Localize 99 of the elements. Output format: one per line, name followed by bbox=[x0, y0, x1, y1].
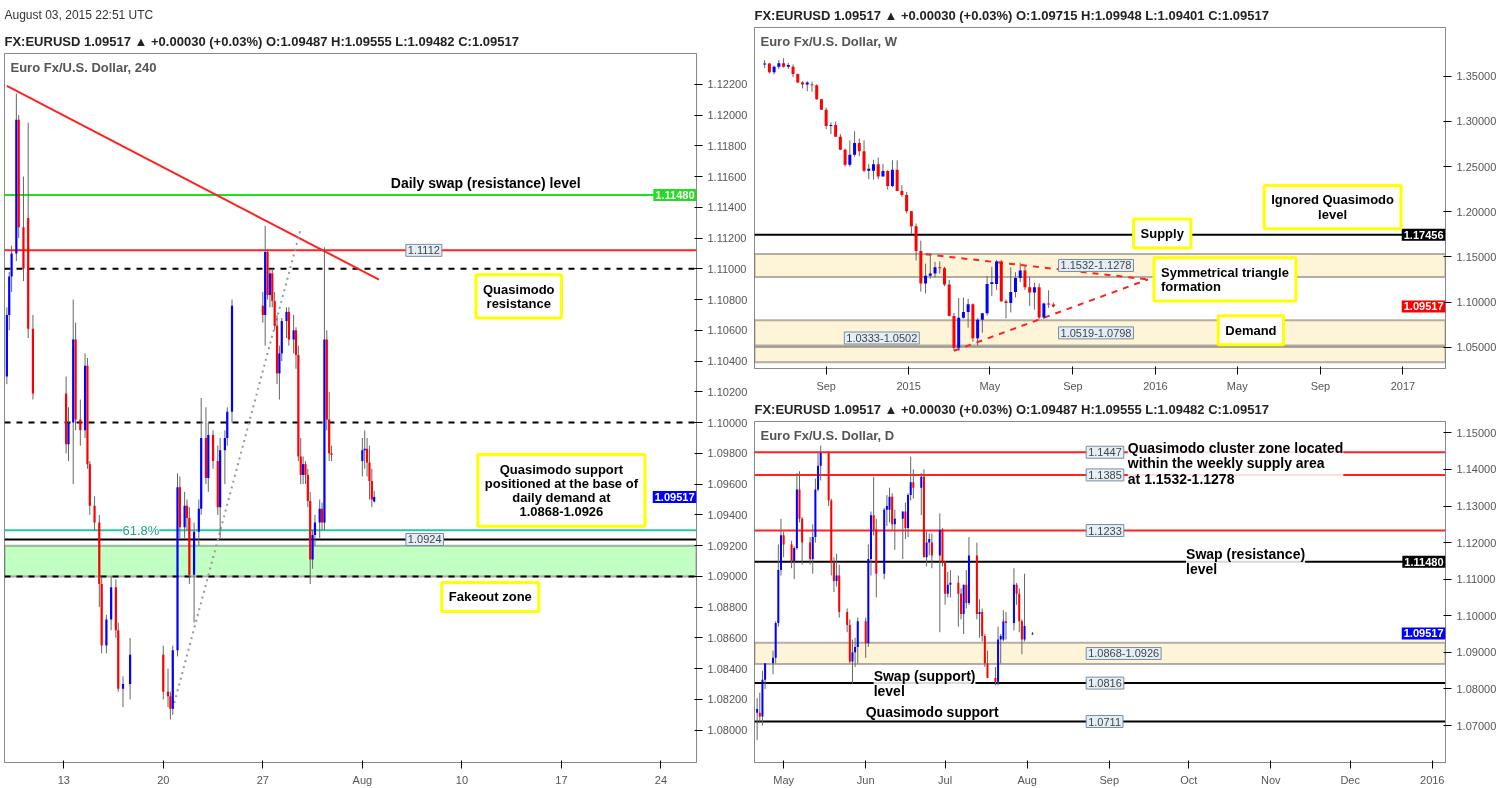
x-tick-label: Jun bbox=[856, 773, 875, 786]
x-tick-label: Sep bbox=[1099, 773, 1120, 786]
x-tick-label: 2015 bbox=[896, 379, 921, 392]
y-tick-label: 1.09000 bbox=[707, 570, 748, 583]
y-tick-label: 1.10200 bbox=[707, 385, 748, 398]
annotation: 61.8% bbox=[122, 522, 160, 538]
x-tick-label: Jul bbox=[938, 773, 953, 786]
y-tick-label: 1.08200 bbox=[707, 693, 748, 706]
chart-subtitle: FX:EURUSD 1.09517 ▲ +0.00030 (+0.03%) O:1.09487 H:1.09555 L:1.09482 C:1.09517 bbox=[754, 401, 1269, 417]
annotation: 1.09517 bbox=[654, 490, 695, 503]
x-tick-label: Sep bbox=[1310, 379, 1331, 392]
y-tick-label: 1.11800 bbox=[707, 139, 747, 152]
y-tick-label: 1.11600 bbox=[707, 170, 747, 183]
ref-line-label: 1.11480 bbox=[655, 188, 695, 201]
x-tick-label: 20 bbox=[157, 773, 170, 786]
y-tick-label: 1.12000 bbox=[707, 109, 748, 122]
y-tick-label: 1.09200 bbox=[707, 539, 748, 552]
y-tick-label: 1.05000 bbox=[1456, 341, 1497, 354]
x-tick-label: 10 bbox=[455, 773, 469, 786]
x-tick-label: Nov bbox=[1260, 773, 1282, 786]
y-tick-label: 1.15000 bbox=[1456, 426, 1497, 439]
annotation: Quasimodo support bbox=[865, 703, 1000, 720]
y-tick-label: 1.08600 bbox=[707, 631, 748, 644]
y-tick-label: 1.35000 bbox=[1456, 70, 1497, 83]
y-tick-label: 1.09000 bbox=[1456, 646, 1497, 659]
annotation: Quasimodo resistance bbox=[483, 281, 555, 312]
text: Euro Fx/U.S. Dollar, 240 bbox=[10, 59, 157, 75]
ref-line-label: 1.1447 bbox=[1088, 446, 1122, 459]
y-tick-label: 1.12200 bbox=[707, 78, 748, 91]
y-tick-label: 1.07000 bbox=[1456, 719, 1497, 732]
y-tick-label: 1.09800 bbox=[707, 447, 748, 460]
x-tick-label: May bbox=[773, 773, 795, 786]
x-tick-label: Dec bbox=[1340, 773, 1361, 786]
ref-line-label: 1.11480 bbox=[1404, 555, 1444, 568]
y-tick-label: 1.09400 bbox=[707, 508, 748, 521]
chart-subtitle: FX:EURUSD 1.09517 ▲ +0.00030 (+0.03%) O:1.09487 H:1.09555 L:1.09482 C:1.09517 bbox=[4, 33, 519, 49]
text: Euro Fx/U.S. Dollar, W bbox=[760, 33, 898, 49]
ref-line-label: 1.1233 bbox=[1088, 524, 1122, 537]
y-tick-label: 1.15000 bbox=[1456, 250, 1497, 263]
y-tick-label: 1.10800 bbox=[707, 293, 748, 306]
band-label: 1.0333-1.0502 bbox=[846, 332, 918, 345]
text: Euro Fx/U.S. Dollar, D bbox=[760, 427, 895, 443]
y-tick-label: 1.10000 bbox=[1456, 296, 1497, 309]
annotation: 1.09517 bbox=[1403, 627, 1444, 640]
x-tick-label: 2016 bbox=[1420, 773, 1445, 786]
ref-line-label: 1.0924 bbox=[407, 533, 442, 546]
x-tick-label: 24 bbox=[654, 773, 668, 786]
annotation: Swap (support) level bbox=[873, 667, 976, 699]
y-tick-label: 1.08400 bbox=[707, 662, 748, 675]
y-tick-label: 1.13000 bbox=[1456, 500, 1497, 513]
annotation: Ignored Quasimodo level bbox=[1271, 192, 1395, 222]
annotation: Quasimodo support positioned at the base of daily demand at 1.0868-1.0926 bbox=[484, 461, 639, 520]
y-tick-label: 1.30000 bbox=[1456, 115, 1497, 128]
x-tick-label: Sep bbox=[1063, 379, 1083, 392]
annotation: Fakeout zone bbox=[448, 589, 532, 605]
annotation: 1.09517 bbox=[1403, 300, 1444, 313]
annotation: Daily swap (resistance) level bbox=[390, 174, 581, 191]
y-tick-label: 1.08800 bbox=[707, 601, 748, 614]
y-tick-label: 1.14000 bbox=[1456, 463, 1497, 476]
ref-line-label: 1.0816 bbox=[1088, 677, 1122, 690]
x-tick-label: May bbox=[979, 379, 1001, 392]
y-tick-label: 1.10000 bbox=[707, 416, 748, 429]
x-tick-label: Aug bbox=[352, 773, 373, 786]
ref-line-label: 1.1385 bbox=[1088, 468, 1122, 481]
ref-line-label: 1.1112 bbox=[407, 244, 440, 257]
band-label: 1.1532-1.1278 bbox=[1060, 259, 1132, 272]
x-tick-label: 2016 bbox=[1143, 379, 1168, 392]
ref-line-label: 1.0711 bbox=[1088, 715, 1122, 728]
annotation: Quasimodo cluster zone located within the weekly supply area at 1.1532-1.1278 bbox=[1126, 440, 1344, 487]
annotation: Supply bbox=[1140, 225, 1185, 241]
y-tick-label: 1.08000 bbox=[707, 724, 748, 737]
band-label: 1.0868-1.0926 bbox=[1088, 647, 1160, 660]
y-tick-label: 1.11000 bbox=[1456, 573, 1496, 586]
x-tick-label: Aug bbox=[1017, 773, 1037, 786]
y-tick-label: 1.11200 bbox=[707, 232, 747, 245]
chart-subtitle: FX:EURUSD 1.09517 ▲ +0.00030 (+0.03%) O:1.09715 H:1.09948 L:1.09401 C:1.09517 bbox=[754, 7, 1269, 23]
y-tick-label: 1.20000 bbox=[1456, 205, 1497, 218]
annotation: Demand bbox=[1225, 322, 1277, 338]
text: August 03, 2015 22:51 UTC bbox=[4, 7, 154, 22]
y-tick-label: 1.08000 bbox=[1456, 682, 1497, 695]
x-tick-label: 17 bbox=[555, 773, 568, 786]
annotation: Symmetrical triangle formation bbox=[1161, 264, 1289, 295]
x-tick-label: Sep bbox=[816, 379, 836, 392]
y-tick-label: 1.10000 bbox=[1456, 609, 1497, 622]
y-tick-label: 1.25000 bbox=[1456, 160, 1497, 173]
y-tick-label: 1.09600 bbox=[707, 478, 748, 491]
y-tick-label: 1.12000 bbox=[1456, 536, 1497, 549]
x-tick-label: Oct bbox=[1180, 773, 1198, 786]
annotation: Swap (resistance) level bbox=[1186, 546, 1306, 578]
x-tick-label: 13 bbox=[57, 773, 70, 786]
y-tick-label: 1.11000 bbox=[707, 262, 747, 275]
band-label: 1.0519-1.0798 bbox=[1060, 326, 1132, 339]
y-tick-label: 1.10400 bbox=[707, 355, 748, 368]
x-tick-label: 2017 bbox=[1390, 379, 1416, 392]
ref-line-label: 1.17456 bbox=[1403, 228, 1444, 241]
y-tick-label: 1.10600 bbox=[707, 324, 748, 337]
x-tick-label: 27 bbox=[256, 773, 269, 786]
y-tick-label: 1.11400 bbox=[707, 201, 747, 214]
x-tick-label: May bbox=[1226, 379, 1249, 392]
